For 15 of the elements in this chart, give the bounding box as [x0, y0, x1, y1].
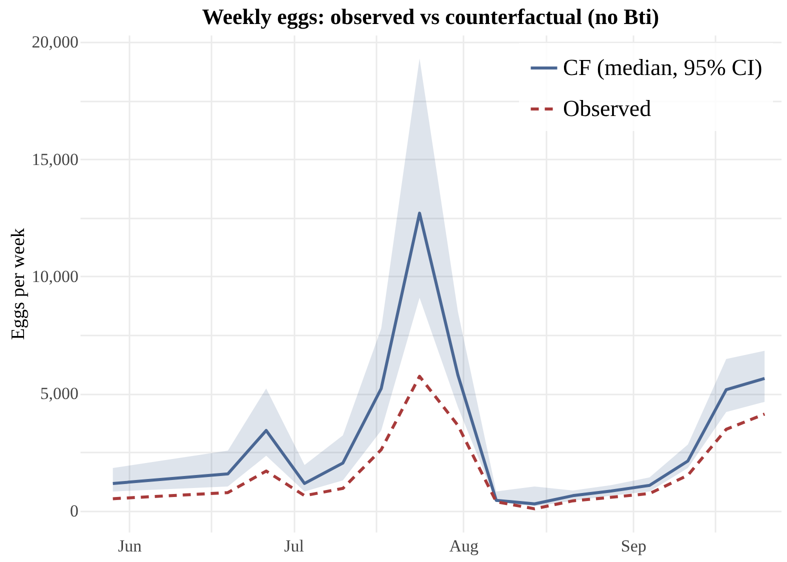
y-tick-label: 20,000 [32, 32, 78, 52]
line-series [111, 374, 766, 510]
y-tick-label: 15,000 [32, 150, 78, 169]
legend-label: Observed [563, 96, 652, 121]
y-axis-title: Eggs per week [8, 228, 29, 340]
x-tick-label: Aug [449, 536, 479, 556]
legend-label: CF (median, 95% CI) [563, 55, 762, 80]
y-tick-label: 10,000 [32, 266, 78, 286]
line-series [111, 212, 766, 506]
x-tick-label: Jul [284, 536, 304, 556]
x-tick-label: Jun [118, 536, 142, 556]
y-tick-label: 0 [70, 501, 78, 520]
y-tick-label: 5,000 [40, 384, 78, 404]
chart-title: Weekly eggs: observed vs counterfactual (no Bti) [202, 4, 660, 30]
x-tick-label: Sep [620, 536, 646, 556]
